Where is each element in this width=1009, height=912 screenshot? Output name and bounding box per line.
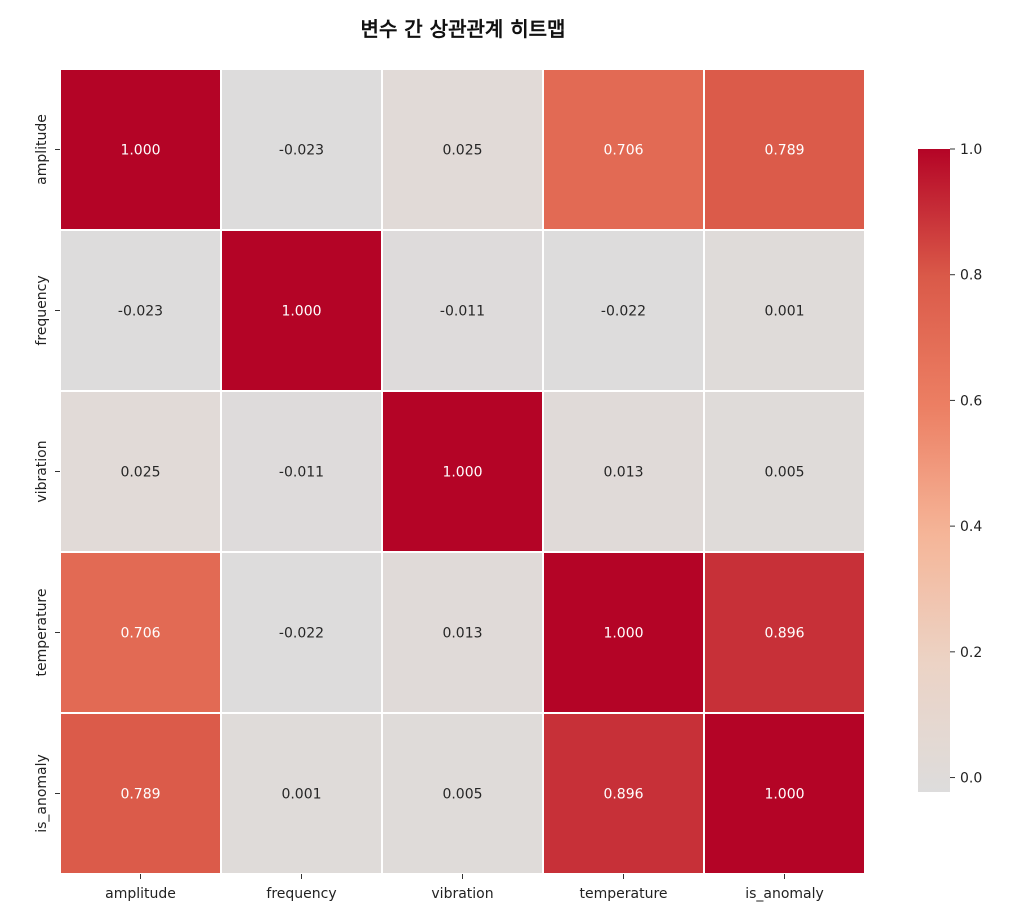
cell-value-label: 0.005 bbox=[764, 465, 804, 481]
chart-title: 변수 간 상관관계 히트맵 bbox=[361, 17, 566, 41]
x-tick-label: vibration bbox=[431, 886, 493, 902]
x-tick-label: is_anomaly bbox=[745, 886, 824, 902]
colorbar-tick-label: 1.0 bbox=[960, 142, 982, 158]
cell-value-label: -0.022 bbox=[601, 304, 646, 320]
cell-value-label: 1.000 bbox=[603, 626, 643, 642]
heatmap-cell bbox=[381, 229, 544, 392]
colorbar-gradient bbox=[918, 149, 950, 792]
colorbar-tick-label: 0.0 bbox=[960, 771, 982, 787]
cell-value-label: 0.789 bbox=[764, 143, 804, 159]
x-axis: amplitude frequency vibration temperature is… bbox=[105, 874, 824, 902]
heatmap-cell bbox=[220, 68, 383, 231]
cell-value-label: -0.023 bbox=[118, 304, 163, 320]
cell-value-label: 0.896 bbox=[603, 787, 643, 803]
heatmap-cell bbox=[703, 68, 866, 231]
x-tick-label: frequency bbox=[266, 886, 336, 902]
y-tick-label: amplitude bbox=[34, 114, 50, 185]
cell-value-label: 0.001 bbox=[281, 787, 321, 803]
colorbar: 0.0 0.2 0.4 0.6 0.8 1.0 bbox=[918, 142, 982, 792]
cell-value-label: 0.896 bbox=[764, 626, 804, 642]
heatmap-cell bbox=[703, 551, 866, 714]
y-tick-label: is_anomaly bbox=[34, 754, 50, 833]
cell-value-label: -0.011 bbox=[279, 465, 324, 481]
cell-value-label: 0.001 bbox=[764, 304, 804, 320]
heatmap-cell bbox=[59, 229, 222, 392]
heatmap-cell bbox=[381, 551, 544, 714]
heatmap-cell bbox=[381, 68, 544, 231]
heatmap-cell bbox=[220, 712, 383, 875]
heatmap-cell bbox=[703, 229, 866, 392]
cell-value-label: 1.000 bbox=[764, 787, 804, 803]
colorbar-tick-label: 0.6 bbox=[960, 393, 982, 409]
cell-value-label: 0.025 bbox=[120, 465, 160, 481]
y-axis: amplitude frequency vibration temperature is… bbox=[34, 114, 60, 833]
cell-value-label: 1.000 bbox=[281, 304, 321, 320]
heatmap-cell bbox=[542, 390, 705, 553]
heatmap-cell bbox=[220, 390, 383, 553]
heatmap-cell bbox=[542, 551, 705, 714]
cell-value-label: 0.025 bbox=[442, 143, 482, 159]
heatmap-cell bbox=[703, 712, 866, 875]
cell-value-label: 0.706 bbox=[603, 143, 643, 159]
heatmap-cell bbox=[220, 551, 383, 714]
cell-value-label: 1.000 bbox=[120, 143, 160, 159]
cell-value-label: 0.005 bbox=[442, 787, 482, 803]
cell-value-label: 0.013 bbox=[603, 465, 643, 481]
heatmap-cell bbox=[59, 712, 222, 875]
colorbar-tick-label: 0.8 bbox=[960, 268, 982, 284]
colorbar-tick-label: 0.2 bbox=[960, 645, 982, 661]
cell-value-label: -0.022 bbox=[279, 626, 324, 642]
cell-value-label: -0.011 bbox=[440, 304, 485, 320]
heatmap-cell bbox=[703, 390, 866, 553]
colorbar-tick-label: 0.4 bbox=[960, 519, 982, 535]
cell-value-label: -0.023 bbox=[279, 143, 324, 159]
heatmap-cell bbox=[381, 712, 544, 875]
heatmap-cell bbox=[59, 68, 222, 231]
cell-value-label: 0.789 bbox=[120, 787, 160, 803]
heatmap-cell bbox=[542, 68, 705, 231]
heatmap-cell bbox=[381, 390, 544, 553]
cell-value-label: 1.000 bbox=[442, 465, 482, 481]
x-tick-label: amplitude bbox=[105, 886, 176, 902]
y-tick-label: temperature bbox=[34, 589, 50, 677]
cell-value-label: 0.013 bbox=[442, 626, 482, 642]
y-tick-label: frequency bbox=[34, 275, 50, 345]
x-tick-label: temperature bbox=[580, 886, 668, 902]
heatmap-cells: 1.000 -0.023 0.025 0.706 0.789 -0.023 1.000 -0.… bbox=[59, 68, 866, 875]
y-tick-label: vibration bbox=[34, 440, 50, 502]
cell-value-label: 0.706 bbox=[120, 626, 160, 642]
